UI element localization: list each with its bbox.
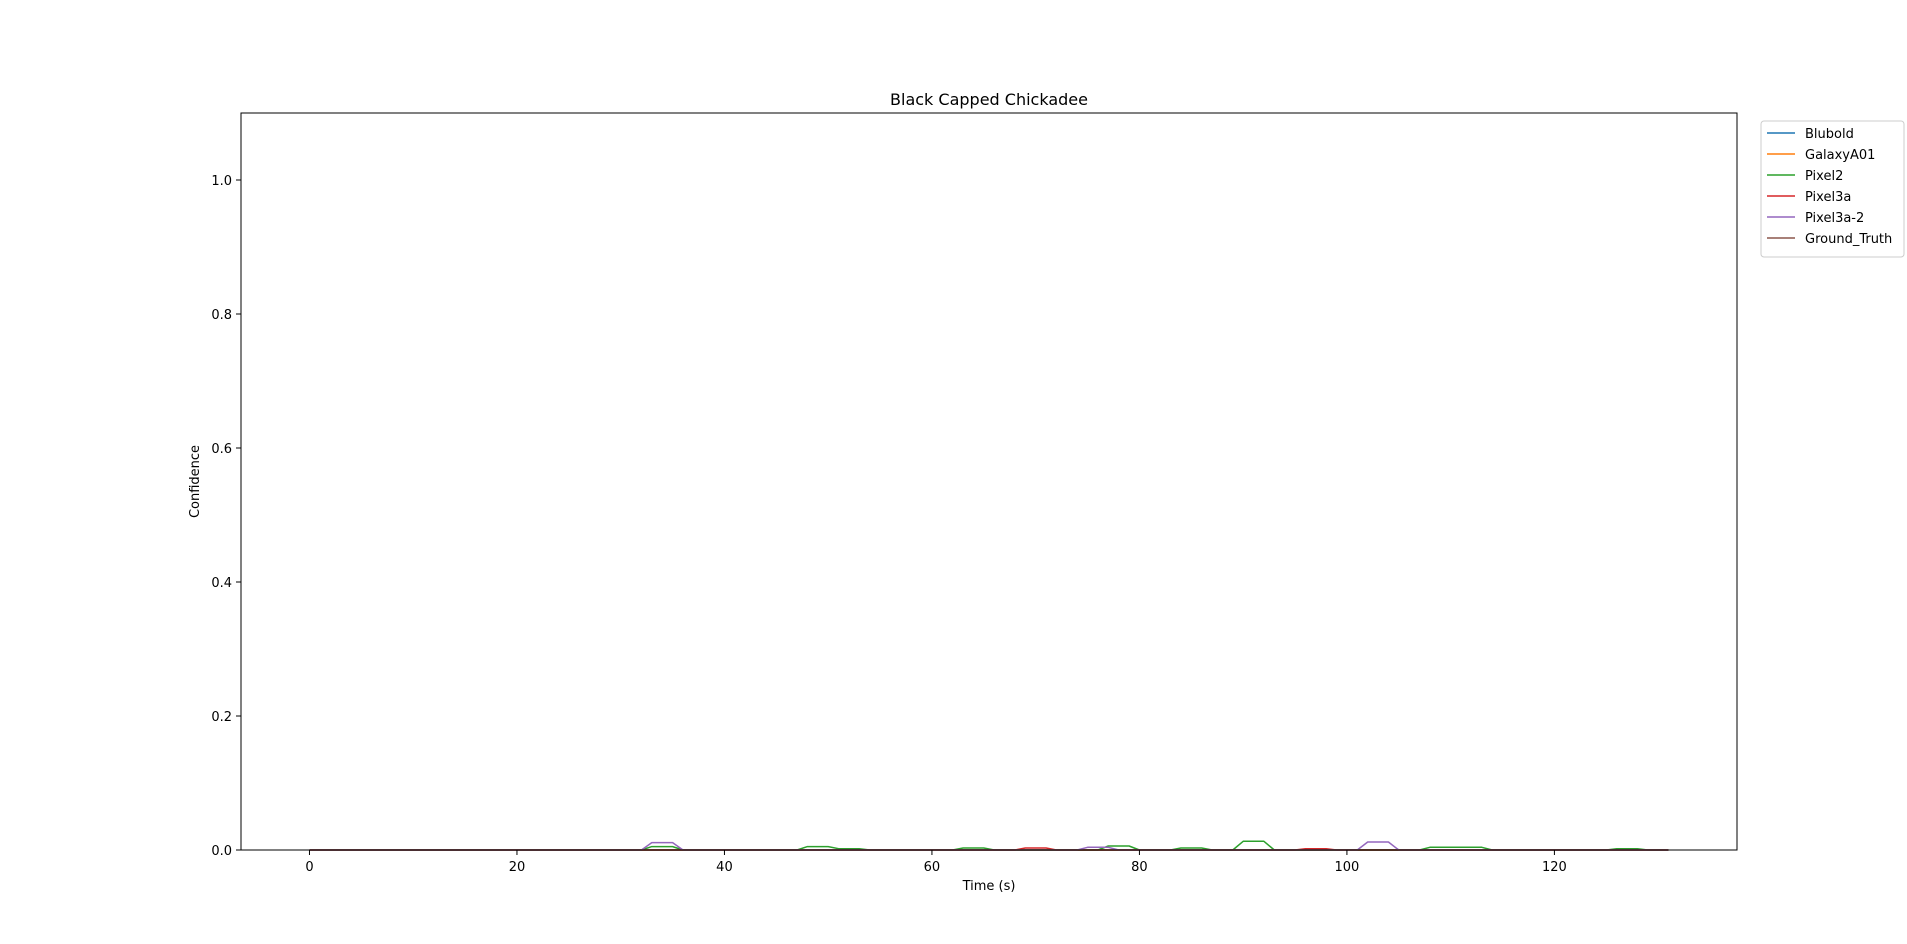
- x-tick-label: 80: [1131, 860, 1148, 875]
- legend-box: [1760, 120, 1905, 258]
- y-tick-label: 0.4: [211, 576, 232, 591]
- y-tick-label: 0.2: [211, 710, 232, 725]
- x-axis-label: Time (s): [962, 879, 1016, 894]
- plot-frame: [240, 112, 1738, 851]
- legend-label: Ground_Truth: [1805, 232, 1892, 247]
- y-tick-label: 0.8: [211, 308, 232, 323]
- y-axis-label: Confidence: [188, 445, 203, 518]
- x-axis: 0 20 40 60 80 100 120: [305, 850, 1567, 875]
- x-tick-label: 20: [509, 860, 526, 875]
- x-tick-label: 120: [1542, 860, 1567, 875]
- y-axis: 0.0 0.2 0.4 0.6 0.8 1.0: [211, 174, 241, 859]
- x-tick-label: 60: [924, 860, 941, 875]
- legend-label: Pixel2: [1805, 169, 1843, 184]
- chart-title: Black Capped Chickadee: [890, 90, 1088, 109]
- y-tick-label: 0.6: [211, 442, 232, 457]
- series-line-pixel2: [309, 840, 1669, 851]
- y-tick-label: 0.0: [211, 844, 232, 859]
- x-tick-label: 40: [716, 860, 733, 875]
- legend-label: GalaxyA01: [1805, 148, 1875, 163]
- legend-label: Pixel3a-2: [1805, 211, 1864, 226]
- legend: Blubold GalaxyA01 Pixel2 Pixel3a Pixel3a-2 Gr…: [1760, 120, 1905, 258]
- x-tick-label: 100: [1335, 860, 1360, 875]
- legend-label: Pixel3a: [1805, 190, 1851, 205]
- series-line-pixel3a-2: [309, 841, 1669, 851]
- legend-label: Blubold: [1805, 127, 1854, 142]
- x-tick-label: 0: [305, 860, 313, 875]
- y-tick-label: 1.0: [211, 174, 232, 189]
